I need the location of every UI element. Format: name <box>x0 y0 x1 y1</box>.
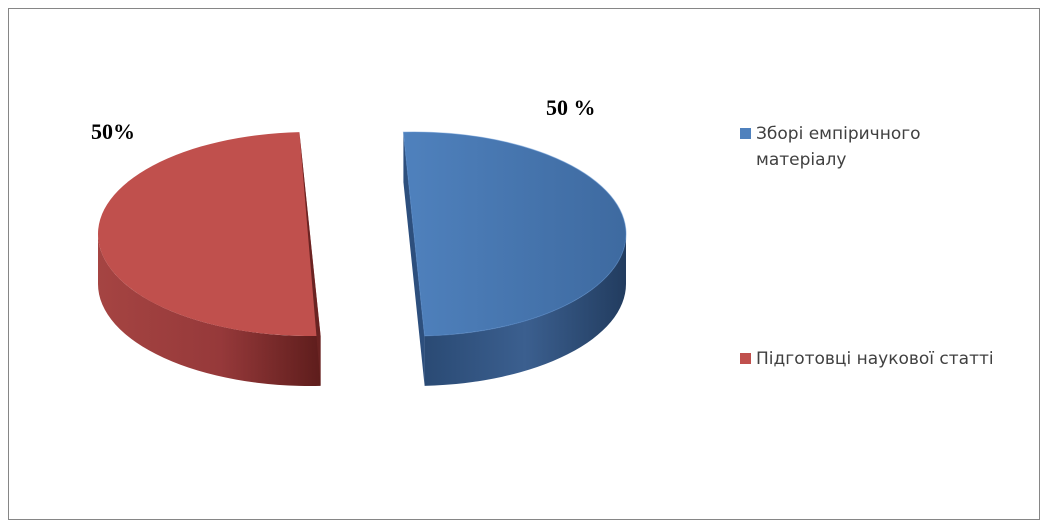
data-label-slice-2: 50% <box>91 119 135 144</box>
legend-swatch-1 <box>740 128 751 139</box>
legend-label-2: Підготовці наукової статті <box>756 349 994 369</box>
red-slice-top <box>97 132 321 336</box>
blue-slice-cut-face <box>403 132 425 386</box>
blue-slice-outline <box>402 131 627 337</box>
legend-item-1: Зборі емпіричного матеріалу <box>740 121 1000 173</box>
red-slice-cut-face <box>299 132 321 386</box>
legend-item-2: Підготовці наукової статті <box>740 346 1040 372</box>
pie-chart <box>97 131 627 386</box>
blue-slice-top <box>403 132 626 336</box>
data-label-slice-1: 50 % <box>546 95 596 120</box>
legend-swatch-2 <box>740 353 751 364</box>
red-slice-side <box>98 234 321 386</box>
chart-frame: 50 % 50% Зборі емпіричного матеріалу Під… <box>8 8 1040 520</box>
blue-slice-side <box>424 234 626 386</box>
legend-label-1: Зборі емпіричного матеріалу <box>756 124 921 170</box>
